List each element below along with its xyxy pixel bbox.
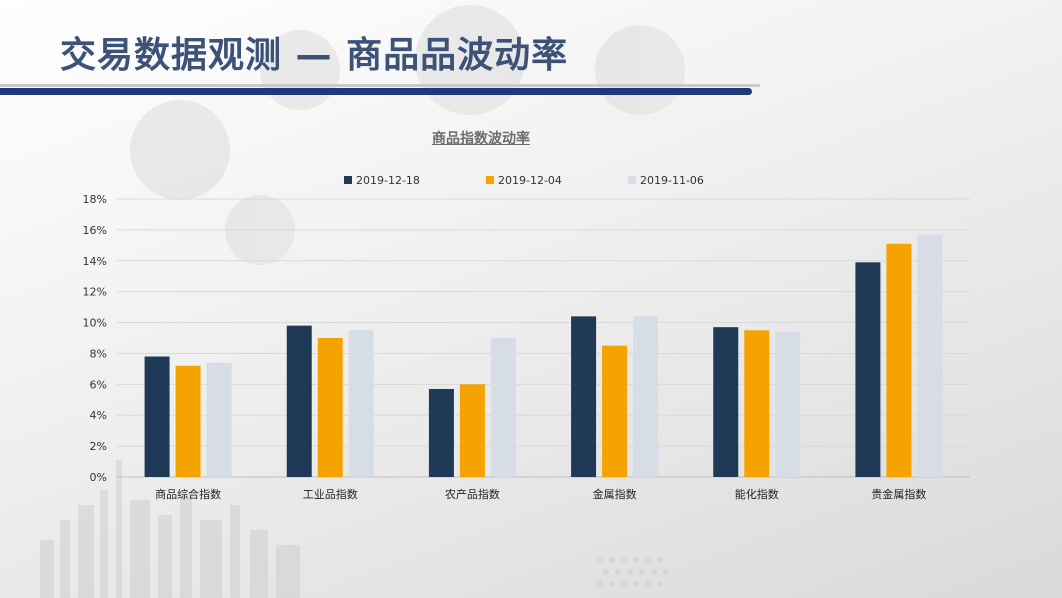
legend-swatch	[628, 176, 636, 184]
bar	[744, 330, 770, 477]
y-tick-label: 0%	[90, 471, 107, 484]
legend-swatch	[344, 176, 352, 184]
x-category-label: 农产品指数	[445, 487, 500, 501]
title-underline-grey	[0, 84, 760, 87]
bar	[855, 262, 881, 477]
x-category-label: 能化指数	[735, 487, 779, 501]
y-tick-label: 14%	[83, 255, 107, 268]
bar	[428, 388, 454, 477]
bar	[348, 330, 374, 477]
page-title: 交易数据观测 — 商品品波动率	[60, 35, 569, 76]
y-tick-label: 10%	[83, 317, 107, 330]
bar	[713, 327, 739, 477]
bar	[144, 356, 170, 477]
bar	[286, 325, 312, 477]
y-tick-label: 12%	[83, 286, 107, 299]
y-tick-label: 8%	[90, 347, 107, 360]
legend-swatch	[486, 176, 494, 184]
x-category-label: 工业品指数	[303, 487, 358, 501]
bar	[317, 338, 343, 477]
bar	[571, 316, 597, 477]
bar	[917, 234, 943, 477]
bar	[459, 384, 485, 477]
bar	[602, 345, 628, 477]
y-tick-label: 18%	[83, 193, 107, 206]
bar	[175, 365, 201, 477]
legend-label: 2019-12-04	[498, 174, 562, 187]
bar	[886, 243, 912, 477]
x-category-label: 贵金属指数	[871, 487, 926, 501]
legend-label: 2019-12-18	[356, 174, 420, 187]
x-axis-categories: 商品综合指数 工业品指数 农产品指数 金属指数 能化指数 贵金属指数	[155, 487, 926, 501]
x-category-label: 商品综合指数	[155, 487, 221, 501]
bar	[633, 316, 659, 477]
legend-label: 2019-11-06	[640, 174, 704, 187]
bar	[490, 338, 516, 477]
gridlines	[117, 198, 970, 478]
y-axis-ticks: 0% 2% 4% 6% 8% 10% 12% 14% 16% 18%	[83, 193, 107, 484]
chart-title: 商品指数波动率	[432, 131, 530, 147]
y-tick-label: 2%	[90, 440, 107, 453]
y-tick-label: 16%	[83, 224, 107, 237]
bars	[144, 234, 943, 477]
y-tick-label: 4%	[90, 409, 107, 422]
title-underline-accent	[0, 88, 752, 95]
legend: 2019-12-18 2019-12-04 2019-11-06	[344, 174, 704, 187]
x-category-label: 金属指数	[593, 487, 637, 501]
y-tick-label: 6%	[90, 378, 107, 391]
bar	[206, 362, 232, 477]
bar	[775, 331, 801, 477]
